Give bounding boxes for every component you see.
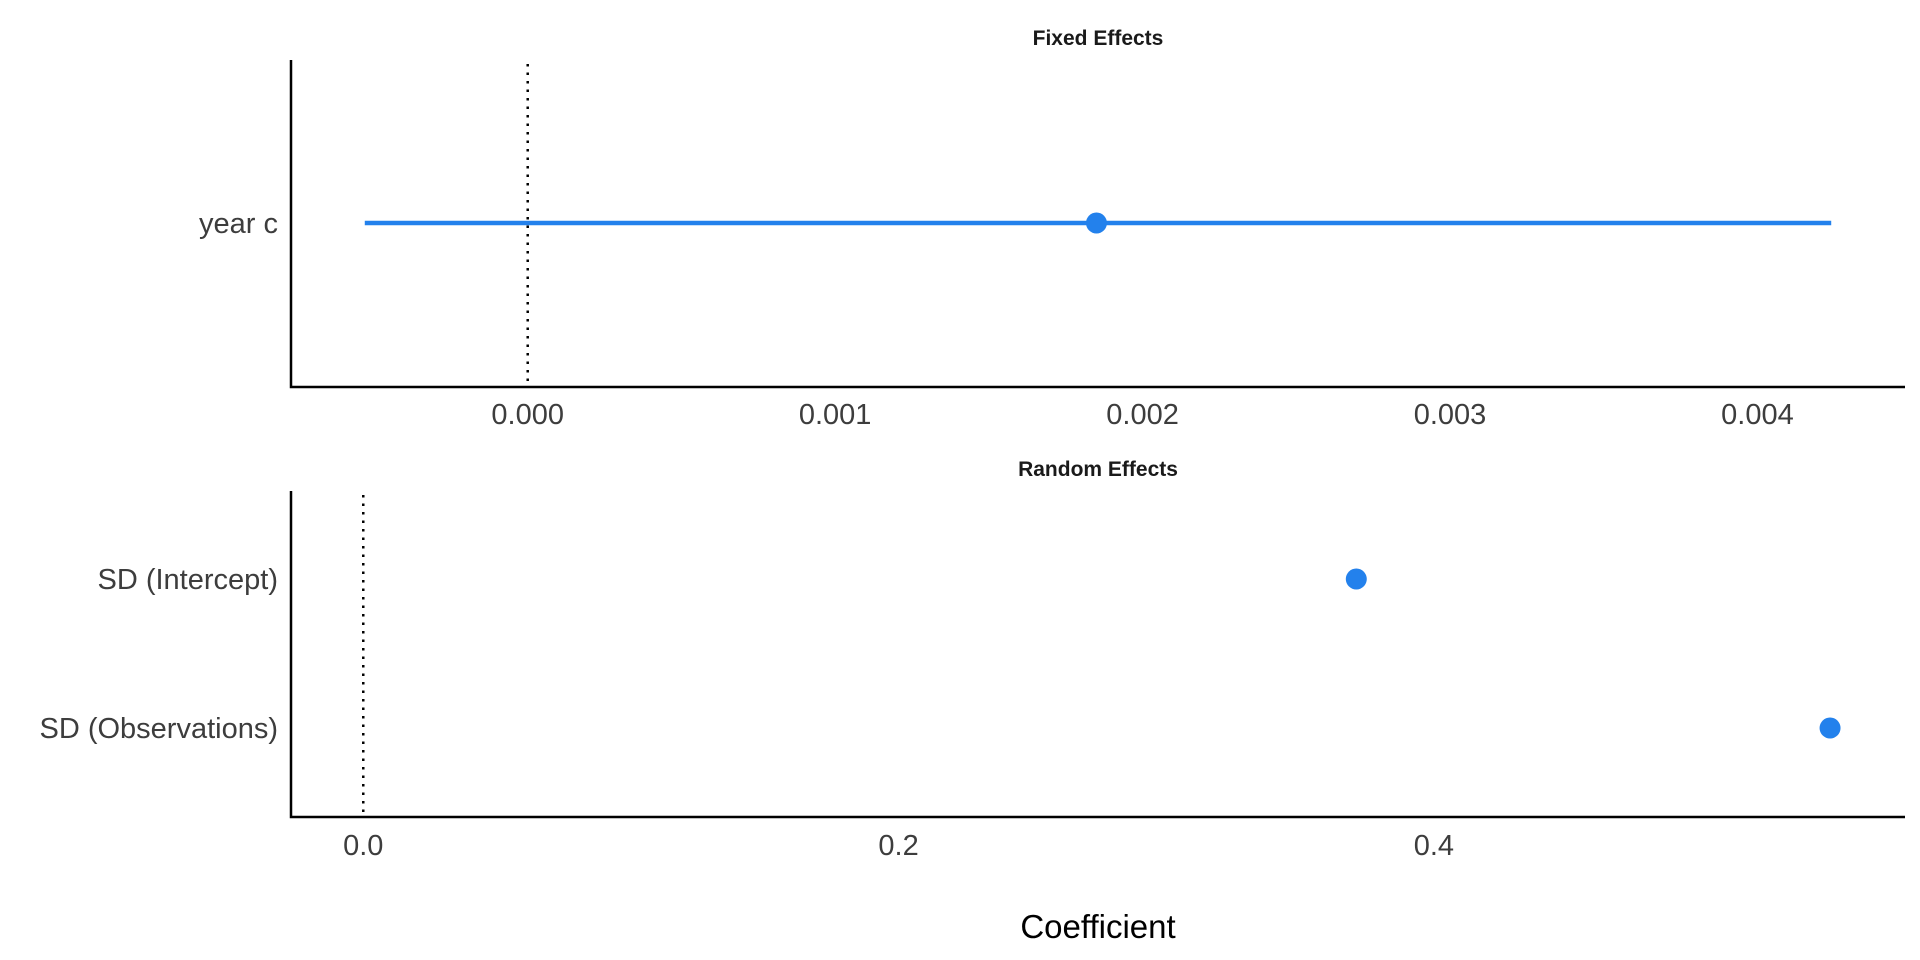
fixed-effects-panel: Fixed Effects 0.000 0.001 0.002 0.003 0.004 ye… [199,27,1905,431]
estimate-point [1819,717,1841,739]
x-tick-label: 0.002 [1106,399,1179,431]
y-category-label: SD (Intercept) [98,564,279,596]
x-tick-label: 0.0 [343,830,383,862]
panel-title: Fixed Effects [1033,27,1164,50]
y-category-label: year c [199,208,278,240]
estimate-point [1345,568,1367,590]
x-tick-label: 0.004 [1721,399,1794,431]
axis-lines [289,60,1905,389]
x-axis-title: Coefficient [1020,908,1175,945]
random-effects-panel: Random Effects 0.0 0.2 0.4 SD (Intercept) SD … [39,458,1905,862]
x-tick-label: 0.2 [878,830,918,862]
y-category-label: SD (Observations) [39,713,278,745]
estimate-point [1085,212,1107,234]
x-tick-label: 0.4 [1414,830,1454,862]
x-tick-label: 0.000 [491,399,564,431]
panel-title: Random Effects [1018,458,1178,481]
x-tick-label: 0.001 [799,399,872,431]
x-tick-label: 0.003 [1414,399,1487,431]
axis-lines [289,491,1905,819]
